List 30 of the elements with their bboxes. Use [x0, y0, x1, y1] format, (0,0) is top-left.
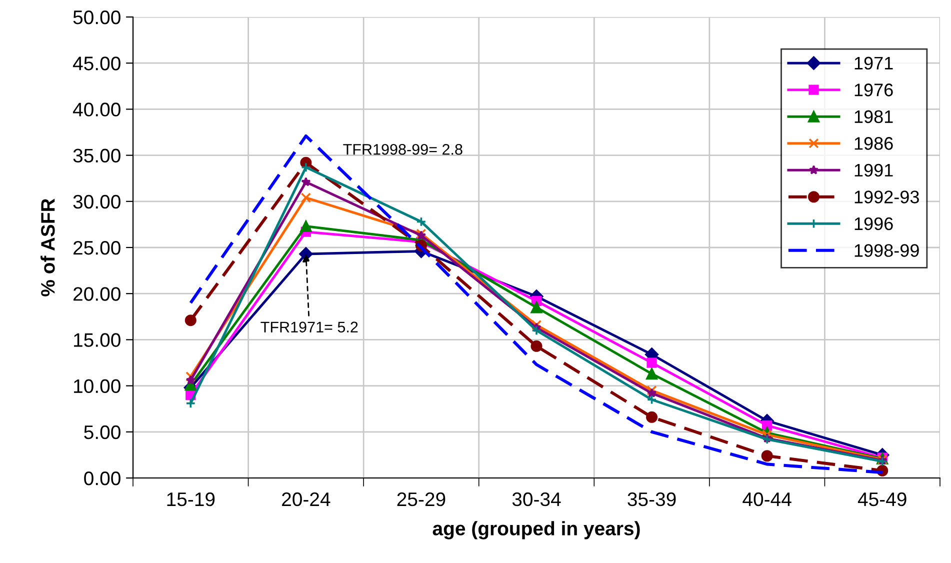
x-tick-label: 15-19: [167, 492, 215, 506]
x-tick-label: 45-49: [858, 492, 906, 506]
x-tick-label: 20-24: [282, 492, 330, 506]
legend-label: 1998-99: [854, 244, 919, 257]
y-tick-label: 50.00: [73, 10, 120, 24]
y-tick-label: 25.00: [74, 240, 120, 255]
y-tick-label: 10.00: [74, 379, 120, 394]
legend-label: 1992-93: [854, 190, 919, 204]
y-tick-label: 0.00: [84, 471, 120, 486]
x-tick-label: 40-44: [742, 492, 792, 506]
legend-label: 1981: [854, 110, 893, 124]
legend-label: 1991: [854, 164, 893, 177]
x-tick-label: 35-39: [628, 492, 676, 506]
y-tick-label: 20.00: [74, 287, 120, 301]
y-tick-label: 30.00: [73, 194, 120, 209]
y-tick-label: 40.00: [72, 102, 120, 116]
legend-label: 1976: [854, 84, 893, 96]
legend-label: 1971: [854, 56, 893, 70]
y-tick-label: 35.00: [73, 148, 120, 163]
y-tick-label: 45.00: [72, 56, 120, 70]
annotation: TFR1998-99= 2.8: [343, 144, 462, 155]
y-tick-label: 5.00: [84, 425, 120, 440]
y-tick-label: 15.00: [74, 333, 120, 347]
x-axis-title: age (grouped in years): [432, 521, 640, 540]
x-tick-label: 30-34: [512, 492, 561, 506]
x-tick-label: 25-29: [397, 492, 446, 506]
annotation: TFR1971= 5.2: [260, 322, 358, 332]
legend-label: 1996: [854, 217, 893, 230]
y-axis-title: % of ASFR: [40, 198, 55, 296]
legend-label: 1986: [854, 137, 893, 150]
